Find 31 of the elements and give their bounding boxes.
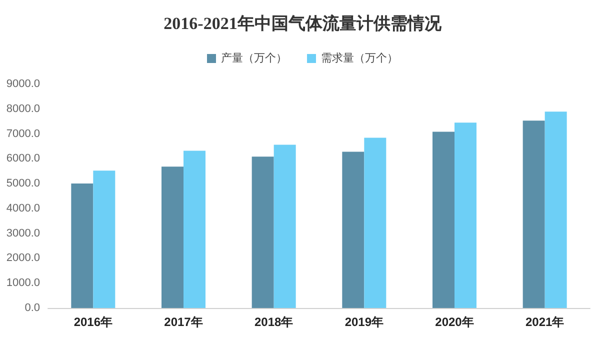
chart-title: 2016-2021年中国气体流量计供需情况 — [164, 14, 442, 33]
y-tick-label: 8000.0 — [6, 102, 40, 115]
x-tick-label: 2020年 — [435, 315, 474, 329]
y-tick-label: 2000.0 — [6, 252, 40, 264]
bar — [364, 138, 386, 308]
y-tick-label: 4000.0 — [6, 202, 40, 214]
bar — [71, 184, 94, 308]
bar — [162, 166, 184, 308]
x-tick-label: 2018年 — [254, 315, 294, 329]
x-tick-label: 2021年 — [525, 315, 564, 329]
x-tick-label: 2019年 — [344, 315, 384, 329]
y-tick-label: 0.0 — [24, 302, 40, 314]
y-tick-label: 7000.0 — [6, 128, 40, 140]
bar — [454, 122, 476, 308]
x-tick-label: 2017年 — [164, 315, 203, 329]
x-tick-label: 2016年 — [74, 315, 113, 329]
y-tick-label: 9000.0 — [6, 78, 40, 90]
legend-label: 产量（万个） — [221, 52, 287, 64]
y-tick-label: 6000.0 — [6, 152, 40, 165]
y-tick-label: 1000.0 — [6, 277, 40, 290]
bar — [93, 170, 116, 308]
y-tick-label: 3000.0 — [6, 227, 40, 240]
bar — [544, 112, 567, 308]
bar — [342, 152, 364, 308]
bar — [252, 156, 274, 308]
y-tick-label: 5000.0 — [6, 178, 40, 190]
bar — [522, 120, 545, 308]
bar — [274, 144, 296, 308]
bar — [184, 150, 206, 308]
legend-label: 需求量（万个） — [321, 52, 398, 64]
bar — [432, 132, 454, 308]
